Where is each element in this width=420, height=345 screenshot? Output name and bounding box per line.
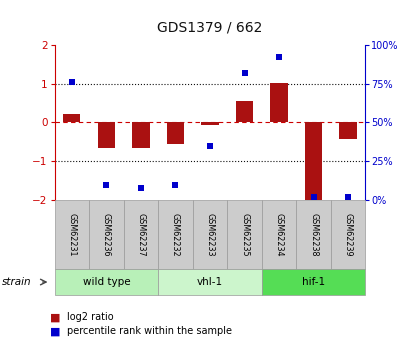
Point [68, 79, 75, 85]
Text: GSM62239: GSM62239 [344, 213, 353, 256]
Text: GSM62238: GSM62238 [309, 213, 318, 256]
Text: GSM62235: GSM62235 [240, 213, 249, 256]
Bar [236, 101, 253, 122]
Text: percentile rank within the sample: percentile rank within the sample [67, 326, 232, 336]
Point [276, 55, 282, 60]
Point [310, 194, 317, 200]
Bar [339, 122, 357, 139]
Text: GSM62236: GSM62236 [102, 213, 111, 256]
Bar [201, 122, 219, 125]
Text: GSM62232: GSM62232 [171, 213, 180, 256]
Text: vhl-1: vhl-1 [197, 277, 223, 287]
Text: GSM62234: GSM62234 [275, 213, 284, 256]
Text: hif-1: hif-1 [302, 277, 325, 287]
Text: GDS1379 / 662: GDS1379 / 662 [158, 20, 262, 34]
Point [345, 194, 352, 200]
Point [103, 182, 110, 187]
Point [207, 143, 213, 149]
Bar [132, 122, 150, 148]
Bar [63, 114, 81, 122]
Point [138, 185, 144, 190]
Point [172, 182, 179, 187]
Bar [270, 83, 288, 122]
Bar [98, 122, 115, 148]
Text: GSM62237: GSM62237 [136, 213, 145, 256]
Text: log2 ratio: log2 ratio [67, 313, 114, 322]
Text: ■: ■ [50, 326, 61, 336]
Text: wild type: wild type [83, 277, 130, 287]
Text: strain: strain [2, 277, 32, 287]
Point [241, 70, 248, 76]
Bar [167, 122, 184, 144]
Text: ■: ■ [50, 313, 61, 322]
Text: GSM62231: GSM62231 [67, 213, 76, 256]
Bar [305, 122, 322, 202]
Text: GSM62233: GSM62233 [205, 213, 215, 256]
